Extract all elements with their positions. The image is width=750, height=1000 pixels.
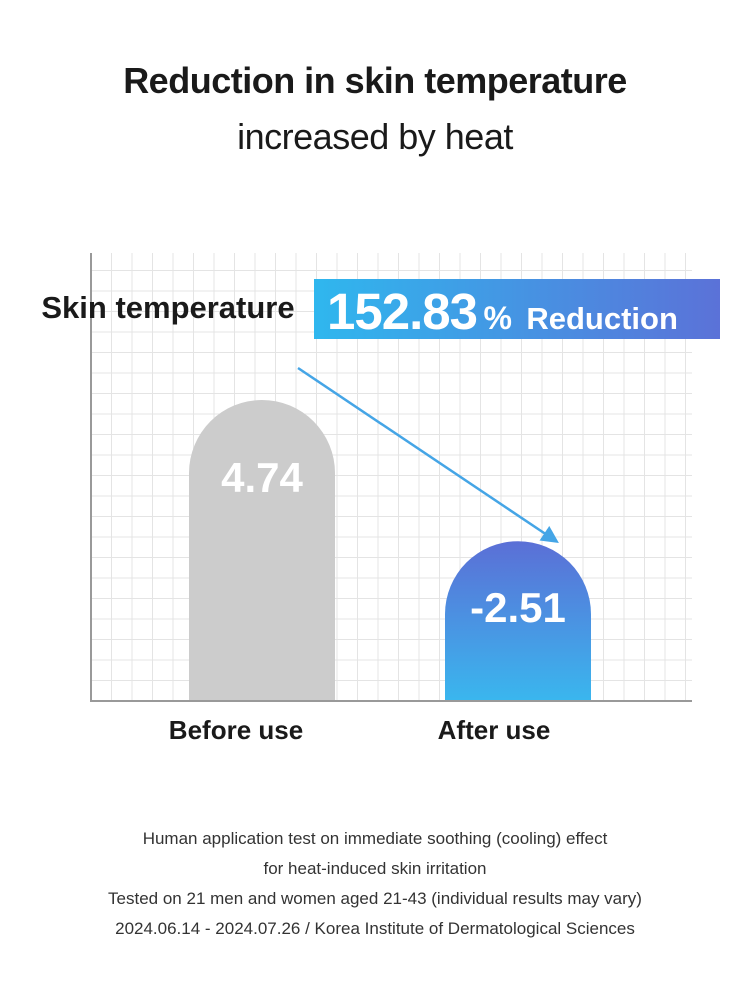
metric-label: Skin temperature — [41, 290, 294, 325]
reduction-number: 152.83 — [327, 283, 477, 340]
footnotes: Human application test on immediate soot… — [0, 824, 750, 944]
bar-value-label: 4.74 — [221, 454, 303, 501]
reduction-unit: % — [483, 300, 511, 336]
bar-before-use — [189, 400, 335, 700]
page-subtitle: increased by heat — [237, 116, 513, 157]
trend-arrow — [297, 366, 559, 543]
reduction-callout: 152.83 % Reduction — [327, 283, 678, 340]
reduction-text: Reduction — [526, 301, 678, 336]
footnote-line: Human application test on immediate soot… — [142, 829, 608, 848]
bar-after-use — [445, 541, 591, 700]
category-label: After use — [438, 715, 551, 745]
bar-value-label: -2.51 — [470, 584, 566, 631]
page-title: Reduction in skin temperature — [123, 60, 627, 101]
footnote-line: for heat-induced skin irritation — [263, 859, 487, 878]
reduction-callout-box — [314, 279, 720, 339]
footnote-line: 2024.06.14 - 2024.07.26 / Korea Institut… — [115, 919, 635, 938]
category-label: Before use — [169, 715, 303, 745]
footnote-line: Tested on 21 men and women aged 21-43 (i… — [108, 889, 642, 908]
